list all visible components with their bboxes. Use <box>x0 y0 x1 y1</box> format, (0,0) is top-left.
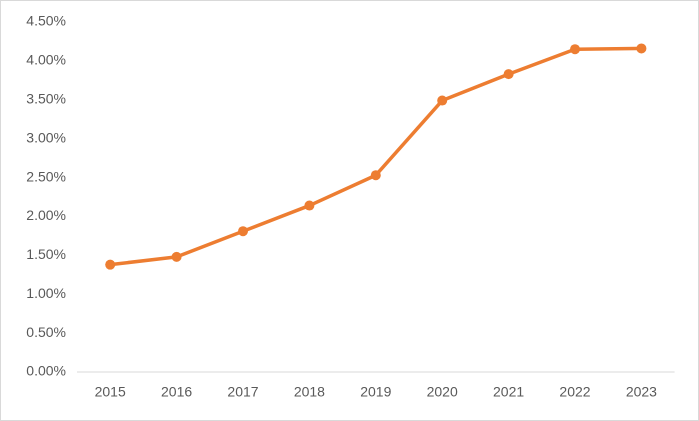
y-tick-label: 1.00% <box>26 285 66 301</box>
y-tick-label: 4.50% <box>26 13 66 29</box>
y-tick-label: 0.00% <box>26 363 66 379</box>
data-point <box>636 43 647 54</box>
x-tick-label: 2021 <box>493 384 524 400</box>
x-tick-label: 2018 <box>294 384 325 400</box>
data-point <box>503 69 514 80</box>
x-tick-label: 2015 <box>95 384 126 400</box>
x-tick-label: 2017 <box>227 384 258 400</box>
data-point <box>171 251 182 262</box>
data-point <box>570 44 580 55</box>
data-point <box>105 259 116 270</box>
data-point <box>238 226 248 237</box>
x-tick-label: 2023 <box>626 384 657 400</box>
y-tick-label: 0.50% <box>26 324 66 340</box>
y-tick-label: 4.00% <box>26 52 66 68</box>
x-tick-label: 2022 <box>559 384 590 400</box>
data-point <box>370 170 381 181</box>
y-tick-label: 3.00% <box>26 129 66 145</box>
y-tick-label: 3.50% <box>26 90 66 106</box>
data-point <box>437 95 448 106</box>
x-tick-label: 2020 <box>427 384 458 400</box>
x-tick-label: 2019 <box>360 384 391 400</box>
y-tick-label: 2.00% <box>26 207 66 223</box>
y-tick-label: 1.50% <box>26 246 66 262</box>
y-tick-label: 2.50% <box>26 168 66 184</box>
x-tick-label: 2016 <box>161 384 192 400</box>
data-point <box>304 200 315 211</box>
